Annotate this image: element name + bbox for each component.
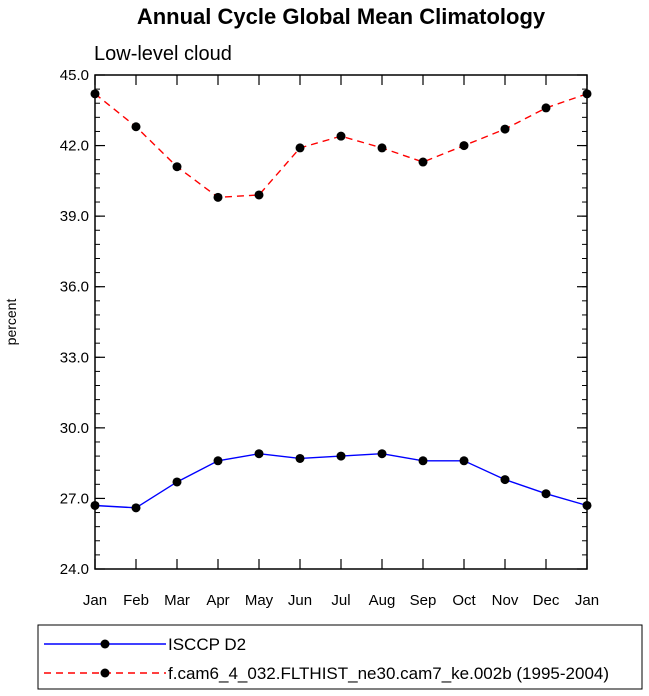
x-tick-label: Jun <box>288 592 312 609</box>
x-tick-label: Jan <box>575 592 599 609</box>
x-tick-label: May <box>245 592 274 609</box>
legend-marker-1 <box>100 668 110 678</box>
data-point <box>295 453 305 463</box>
series-line-1 <box>94 93 588 199</box>
data-markers <box>90 89 592 513</box>
data-point <box>172 162 182 172</box>
data-point <box>500 124 510 134</box>
y-tick-label: 42.0 <box>60 138 89 155</box>
y-tick-label: 27.0 <box>60 490 89 507</box>
data-point <box>131 503 141 513</box>
data-point <box>418 456 428 466</box>
y-axis-title: percent <box>3 299 19 346</box>
legend-label-0: ISCCP D2 <box>168 635 246 654</box>
y-tick-label: 36.0 <box>60 279 89 296</box>
series-lines <box>94 93 588 509</box>
x-tick-label: Aug <box>369 592 396 609</box>
data-point <box>336 451 346 461</box>
x-tick-label: Dec <box>533 592 560 609</box>
data-point <box>500 475 510 485</box>
x-tick-label: Feb <box>123 592 149 609</box>
data-point <box>418 157 428 167</box>
plot-frame <box>94 74 588 570</box>
axis-ticks <box>94 74 588 570</box>
data-point <box>336 131 346 141</box>
x-tick-label: Oct <box>452 592 476 609</box>
legend: ISCCP D2 f.cam6_4_032.FLTHIST_ne30.cam7_k… <box>37 624 643 690</box>
y-tick-label: 33.0 <box>60 349 89 366</box>
legend-box <box>37 624 643 690</box>
legend-label-1: f.cam6_4_032.FLTHIST_ne30.cam7_ke.002b (… <box>168 664 609 683</box>
data-point <box>541 103 551 113</box>
data-point <box>213 456 223 466</box>
data-point <box>295 143 305 153</box>
chart-subtitle: Low-level cloud <box>94 43 232 65</box>
data-point <box>172 477 182 487</box>
x-tick-label: Nov <box>492 592 519 609</box>
data-point <box>459 456 469 466</box>
x-tick-label: Sep <box>410 592 437 609</box>
y-tick-label: 24.0 <box>60 561 89 578</box>
x-tick-label: Mar <box>164 592 190 609</box>
y-tick-label: 30.0 <box>60 420 89 437</box>
x-tick-label: Jan <box>83 592 107 609</box>
y-tick-label: 45.0 <box>60 67 89 84</box>
x-tick-label: Jul <box>331 592 350 609</box>
chart-title: Annual Cycle Global Mean Climatology <box>137 4 546 29</box>
legend-marker-0 <box>100 639 110 649</box>
series-line-0 <box>94 453 588 509</box>
data-point <box>377 449 387 459</box>
y-tick-label: 39.0 <box>60 208 89 225</box>
data-point <box>254 449 264 459</box>
data-point <box>254 190 264 200</box>
data-point <box>377 143 387 153</box>
tick-labels: 24.0 27.0 30.0 33.0 36.0 39.0 42.0 45.0 Jan Feb Ma… <box>60 67 599 609</box>
data-point <box>459 141 469 151</box>
data-point <box>541 489 551 499</box>
data-point <box>213 192 223 202</box>
x-tick-label: Apr <box>206 592 229 609</box>
data-point <box>131 122 141 132</box>
